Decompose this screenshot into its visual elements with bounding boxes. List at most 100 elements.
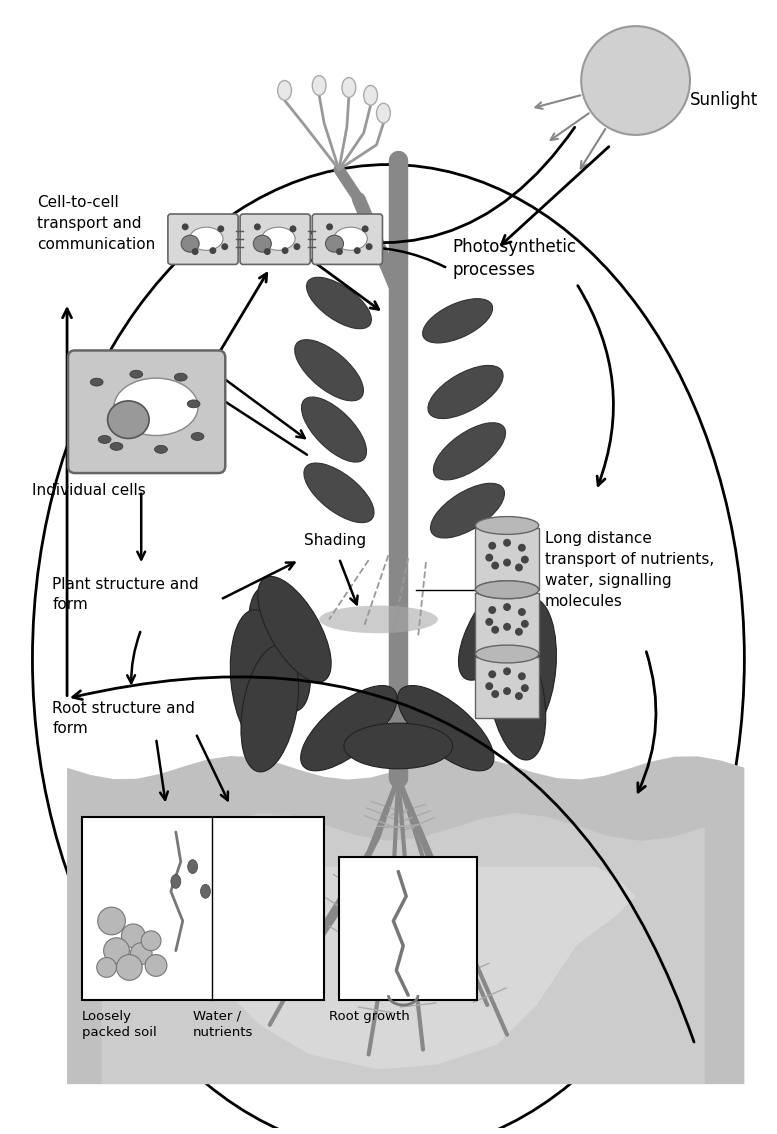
Ellipse shape bbox=[171, 874, 181, 888]
Circle shape bbox=[121, 924, 145, 948]
Text: Cell-to-cell
transport and
communication: Cell-to-cell transport and communication bbox=[37, 195, 155, 253]
Circle shape bbox=[503, 539, 511, 547]
Circle shape bbox=[145, 955, 167, 976]
FancyBboxPatch shape bbox=[68, 350, 225, 473]
Ellipse shape bbox=[304, 463, 374, 523]
Ellipse shape bbox=[262, 227, 295, 251]
FancyBboxPatch shape bbox=[168, 214, 238, 264]
Circle shape bbox=[515, 564, 523, 572]
Circle shape bbox=[218, 226, 225, 232]
Ellipse shape bbox=[476, 577, 538, 702]
Ellipse shape bbox=[294, 339, 364, 400]
Circle shape bbox=[488, 606, 497, 613]
Ellipse shape bbox=[191, 432, 204, 440]
Ellipse shape bbox=[342, 77, 356, 98]
Circle shape bbox=[290, 226, 297, 232]
Ellipse shape bbox=[130, 370, 143, 378]
Ellipse shape bbox=[258, 576, 331, 683]
Circle shape bbox=[210, 247, 216, 254]
Ellipse shape bbox=[114, 378, 198, 435]
Text: Root growth: Root growth bbox=[329, 1010, 409, 1023]
Bar bbox=[476, 528, 538, 590]
Circle shape bbox=[491, 691, 499, 699]
Ellipse shape bbox=[188, 860, 197, 873]
Bar bbox=[476, 593, 538, 654]
Circle shape bbox=[515, 692, 523, 700]
Ellipse shape bbox=[253, 235, 271, 252]
Circle shape bbox=[141, 931, 161, 950]
Text: Water /
nutrients: Water / nutrients bbox=[193, 1010, 253, 1039]
Polygon shape bbox=[102, 813, 705, 1084]
Circle shape bbox=[518, 672, 526, 680]
Text: Loosely
packed soil: Loosely packed soil bbox=[82, 1010, 157, 1039]
Ellipse shape bbox=[249, 586, 311, 711]
Circle shape bbox=[294, 243, 301, 251]
Circle shape bbox=[503, 687, 511, 695]
FancyBboxPatch shape bbox=[312, 214, 382, 264]
Ellipse shape bbox=[200, 885, 211, 898]
Text: Photosynthetic
processes: Photosynthetic processes bbox=[453, 238, 577, 279]
Ellipse shape bbox=[334, 227, 368, 251]
Ellipse shape bbox=[174, 373, 187, 381]
Ellipse shape bbox=[230, 610, 290, 747]
Circle shape bbox=[518, 544, 526, 551]
Text: Tightly
packed soil: Tightly packed soil bbox=[87, 837, 157, 866]
Ellipse shape bbox=[155, 446, 167, 454]
Circle shape bbox=[192, 248, 199, 255]
Ellipse shape bbox=[312, 76, 326, 95]
Text: Long distance
transport of nutrients,
water, signalling
molecules: Long distance transport of nutrients, wa… bbox=[545, 531, 714, 609]
Bar bbox=[476, 657, 538, 718]
Ellipse shape bbox=[190, 227, 223, 251]
Circle shape bbox=[182, 223, 189, 230]
Circle shape bbox=[503, 559, 511, 567]
Ellipse shape bbox=[430, 483, 504, 538]
Circle shape bbox=[518, 608, 526, 616]
Circle shape bbox=[131, 942, 152, 965]
Text: Plant structure and
form: Plant structure and form bbox=[52, 577, 199, 612]
FancyBboxPatch shape bbox=[240, 214, 310, 264]
Circle shape bbox=[488, 670, 497, 678]
Polygon shape bbox=[186, 866, 636, 1069]
Polygon shape bbox=[67, 756, 744, 1084]
Ellipse shape bbox=[398, 686, 494, 771]
Circle shape bbox=[103, 938, 129, 964]
Ellipse shape bbox=[306, 277, 371, 329]
Ellipse shape bbox=[364, 85, 378, 105]
Ellipse shape bbox=[326, 235, 343, 252]
Circle shape bbox=[491, 626, 499, 634]
Ellipse shape bbox=[319, 606, 437, 633]
Circle shape bbox=[521, 556, 529, 564]
Bar bbox=[82, 818, 324, 1000]
Ellipse shape bbox=[423, 298, 493, 342]
Circle shape bbox=[98, 907, 125, 934]
Ellipse shape bbox=[476, 645, 538, 663]
Text: Individual cells: Individual cells bbox=[33, 483, 146, 498]
Circle shape bbox=[96, 957, 117, 978]
Ellipse shape bbox=[301, 397, 367, 463]
Ellipse shape bbox=[476, 517, 538, 534]
Circle shape bbox=[488, 542, 497, 550]
Circle shape bbox=[486, 553, 493, 561]
Ellipse shape bbox=[110, 442, 123, 450]
Ellipse shape bbox=[377, 103, 390, 124]
Circle shape bbox=[515, 628, 523, 636]
Ellipse shape bbox=[428, 365, 503, 418]
Ellipse shape bbox=[90, 378, 103, 386]
Circle shape bbox=[521, 684, 529, 692]
Ellipse shape bbox=[301, 686, 397, 771]
Text: Sunlight: Sunlight bbox=[690, 92, 758, 109]
Circle shape bbox=[503, 623, 511, 631]
Bar bbox=[339, 856, 477, 1000]
Circle shape bbox=[336, 248, 343, 255]
Circle shape bbox=[366, 243, 373, 251]
Circle shape bbox=[581, 26, 690, 135]
Circle shape bbox=[254, 223, 261, 230]
Ellipse shape bbox=[181, 235, 199, 252]
Ellipse shape bbox=[497, 598, 556, 736]
Circle shape bbox=[221, 243, 228, 251]
Ellipse shape bbox=[476, 581, 538, 599]
Ellipse shape bbox=[434, 423, 506, 480]
Ellipse shape bbox=[187, 400, 200, 408]
Ellipse shape bbox=[241, 645, 298, 772]
Text: Root structure and
form: Root structure and form bbox=[52, 701, 195, 736]
